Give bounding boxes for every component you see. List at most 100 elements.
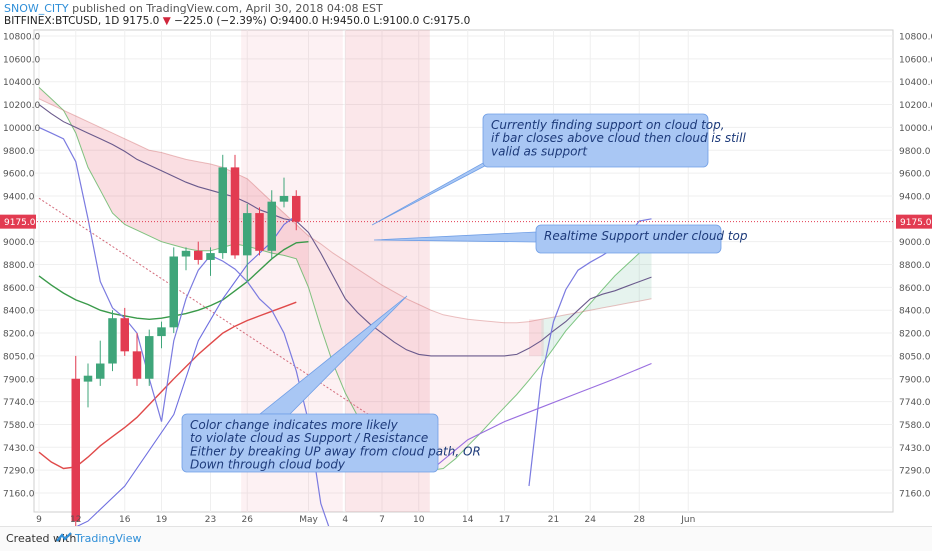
last-price-tag-left: [0, 214, 36, 229]
y-tick-label-right: 8600.0: [899, 284, 931, 294]
y-tick-label-right: 7740.0: [899, 398, 931, 408]
candle-body: [194, 250, 203, 260]
y-tick-label-right: 7290.0: [899, 467, 931, 477]
x-tick-label: 19: [156, 515, 168, 525]
axes: 10800.0 10800.0 10600.0 10600.0 10400.0 10400…: [0, 33, 932, 525]
last-price-tag-right-text: 9175.0: [900, 218, 932, 228]
y-tick-label-left: 7740.0: [3, 398, 35, 408]
y-tick-label-left: 7160.0: [3, 490, 35, 500]
y-tick-label-left: 10800.0: [3, 33, 40, 43]
candle-body: [83, 375, 93, 382]
candle-body: [120, 318, 129, 352]
x-tick-label: 12: [70, 515, 81, 525]
y-tick-label-left: 7290.0: [3, 467, 35, 477]
future-line: [430, 362, 652, 471]
price-chart[interactable]: Currently finding support on cloud top,i…: [0, 28, 932, 526]
x-tick-label: 23: [205, 515, 216, 525]
y-tick-label-left: 8050.0: [3, 352, 35, 362]
symbol-name: BITFINEX:BTCUSD, 1D: [4, 15, 120, 27]
tradingview-logo-icon: [56, 532, 72, 542]
y-tick-label-left: 8400.0: [3, 307, 35, 317]
candle-body: [255, 213, 264, 251]
callout-color-change-box: [181, 413, 439, 473]
x-tick-label: 10: [413, 515, 425, 525]
candlesticks: [71, 154, 301, 526]
candle-body: [108, 318, 117, 364]
y-tick-label-left: 7580.0: [3, 421, 35, 431]
annotations: Currently finding support on cloud top,i…: [181, 113, 748, 473]
y-tick-label-left: 10400.0: [3, 78, 40, 88]
y-tick-label-right: 9800.0: [899, 147, 931, 157]
candle-body: [267, 201, 276, 251]
y-tick-label-right: 7160.0: [899, 490, 931, 500]
candle-body: [169, 256, 178, 328]
y-tick-label-right: 10800.0: [899, 33, 932, 43]
y-tick-label-left: 9600.0: [3, 170, 35, 180]
candle-body: [71, 378, 80, 522]
x-tick-label: 24: [585, 515, 597, 525]
footer: Created with TradingView: [0, 526, 932, 551]
x-tick-label: May: [299, 515, 318, 525]
y-tick-label-left: 7900.0: [3, 375, 35, 385]
x-tick-label: 7: [379, 515, 385, 525]
y-tick-label-right: 10600.0: [899, 55, 932, 65]
y-tick-label-left: 8600.0: [3, 284, 35, 294]
y-tick-label-right: 9000.0: [899, 238, 931, 248]
leading-span-a: [38, 87, 652, 471]
candle-body: [243, 213, 252, 256]
y-tick-label-left: 8800.0: [3, 261, 35, 271]
candle-body: [157, 327, 166, 337]
bullish-cloud-segment: [541, 242, 652, 365]
conversion-line: [38, 104, 652, 357]
symbol-info: BITFINEX:BTCUSD, 1D 9175.0 ▼ −225.0 (−2.…: [4, 15, 470, 27]
callout-cloud-support-text: Currently finding support on cloud top,: [491, 118, 725, 132]
callout-cloud-support-text: valid as support: [491, 144, 588, 158]
x-tick-label: 16: [119, 515, 131, 525]
tradingview-brand[interactable]: TradingView: [75, 532, 142, 545]
y-tick-label-left: 7430.0: [3, 444, 35, 454]
y-tick-label-right: 7900.0: [899, 375, 931, 385]
candle-body: [145, 336, 154, 379]
y-tick-label-left: 9800.0: [3, 147, 35, 157]
y-tick-label-right: 7430.0: [899, 444, 931, 454]
bearish-cloud-segment: [39, 87, 309, 288]
lagging-span: [38, 126, 330, 526]
bearish-cloud-segment: [308, 235, 456, 471]
y-tick-label-right: 9400.0: [899, 192, 931, 202]
x-tick-label: 21: [548, 515, 559, 525]
y-tick-label-right: 10000.0: [899, 124, 932, 134]
highlight-zone: [529, 319, 544, 356]
created-with-label: Created with: [6, 532, 77, 545]
publish-info: SNOW_CITY published on TradingView.com, …: [4, 2, 383, 15]
candle-body: [96, 363, 105, 379]
candle-body: [292, 195, 301, 222]
y-tick-label-left: 9400.0: [3, 192, 35, 202]
x-tick-label: 9: [36, 515, 42, 525]
callout-color-change-text: Down through cloud body: [190, 458, 346, 472]
moving-average-red: [38, 301, 297, 470]
y-tick-label-right: 10200.0: [899, 101, 932, 111]
x-tick-label: 14: [462, 515, 474, 525]
candle-body: [230, 167, 240, 256]
last-price-tag-right: [896, 214, 932, 229]
candle-body: [132, 351, 142, 379]
last-price: 9175.0: [122, 15, 160, 27]
signal-line-blue: [76, 214, 297, 526]
author-link[interactable]: SNOW_CITY: [4, 2, 69, 15]
callout-realtime-support-box: [535, 224, 722, 254]
y-tick-label-left: 10600.0: [3, 55, 40, 65]
y-tick-label-left: 10000.0: [3, 124, 40, 134]
callout-color-change-text: to violate cloud as Support / Resistance: [190, 431, 428, 445]
grid-lines: [34, 30, 893, 512]
callout-cloud-support-text: if bar closes above cloud then cloud is …: [491, 131, 746, 145]
last-price-tag-left-text: 9175.0: [4, 218, 36, 228]
x-tick-label: 4: [342, 515, 348, 525]
candle-body: [181, 250, 191, 257]
candle-body: [218, 167, 227, 254]
y-tick-label-right: 7580.0: [899, 421, 931, 431]
down-arrow-icon: ▼: [162, 15, 171, 27]
y-tick-label-right: 8050.0: [899, 352, 931, 362]
y-tick-label-right: 10400.0: [899, 78, 932, 88]
chart-header: SNOW_CITY published on TradingView.com, …: [0, 0, 932, 28]
ohlc-values: O:9400.0 H:9450.0 L:9100.0 C:9175.0: [270, 15, 471, 27]
